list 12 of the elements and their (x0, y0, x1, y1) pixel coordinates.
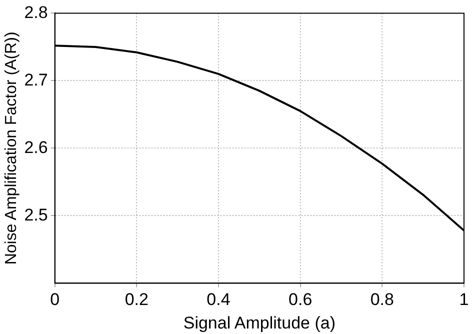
y-tick-label: 2.6 (24, 138, 48, 157)
x-tick-label: 0 (50, 290, 60, 310)
y-tick-label: 2.8 (24, 2, 48, 22)
y-tick-label: 2.5 (24, 205, 48, 224)
y-tick-label: 2.7 (24, 70, 48, 90)
x-tick-label: 1 (459, 290, 469, 310)
x-tick-label: 0.8 (370, 290, 394, 310)
x-axis-title: Signal Amplitude (a) (183, 313, 336, 332)
x-tick-label: 0.2 (124, 290, 148, 310)
x-tick-label: 0.4 (206, 290, 230, 310)
y-axis-title: Noise Amplification Factor (A(R)) (3, 32, 20, 265)
x-tick-label: 0.6 (288, 290, 312, 310)
